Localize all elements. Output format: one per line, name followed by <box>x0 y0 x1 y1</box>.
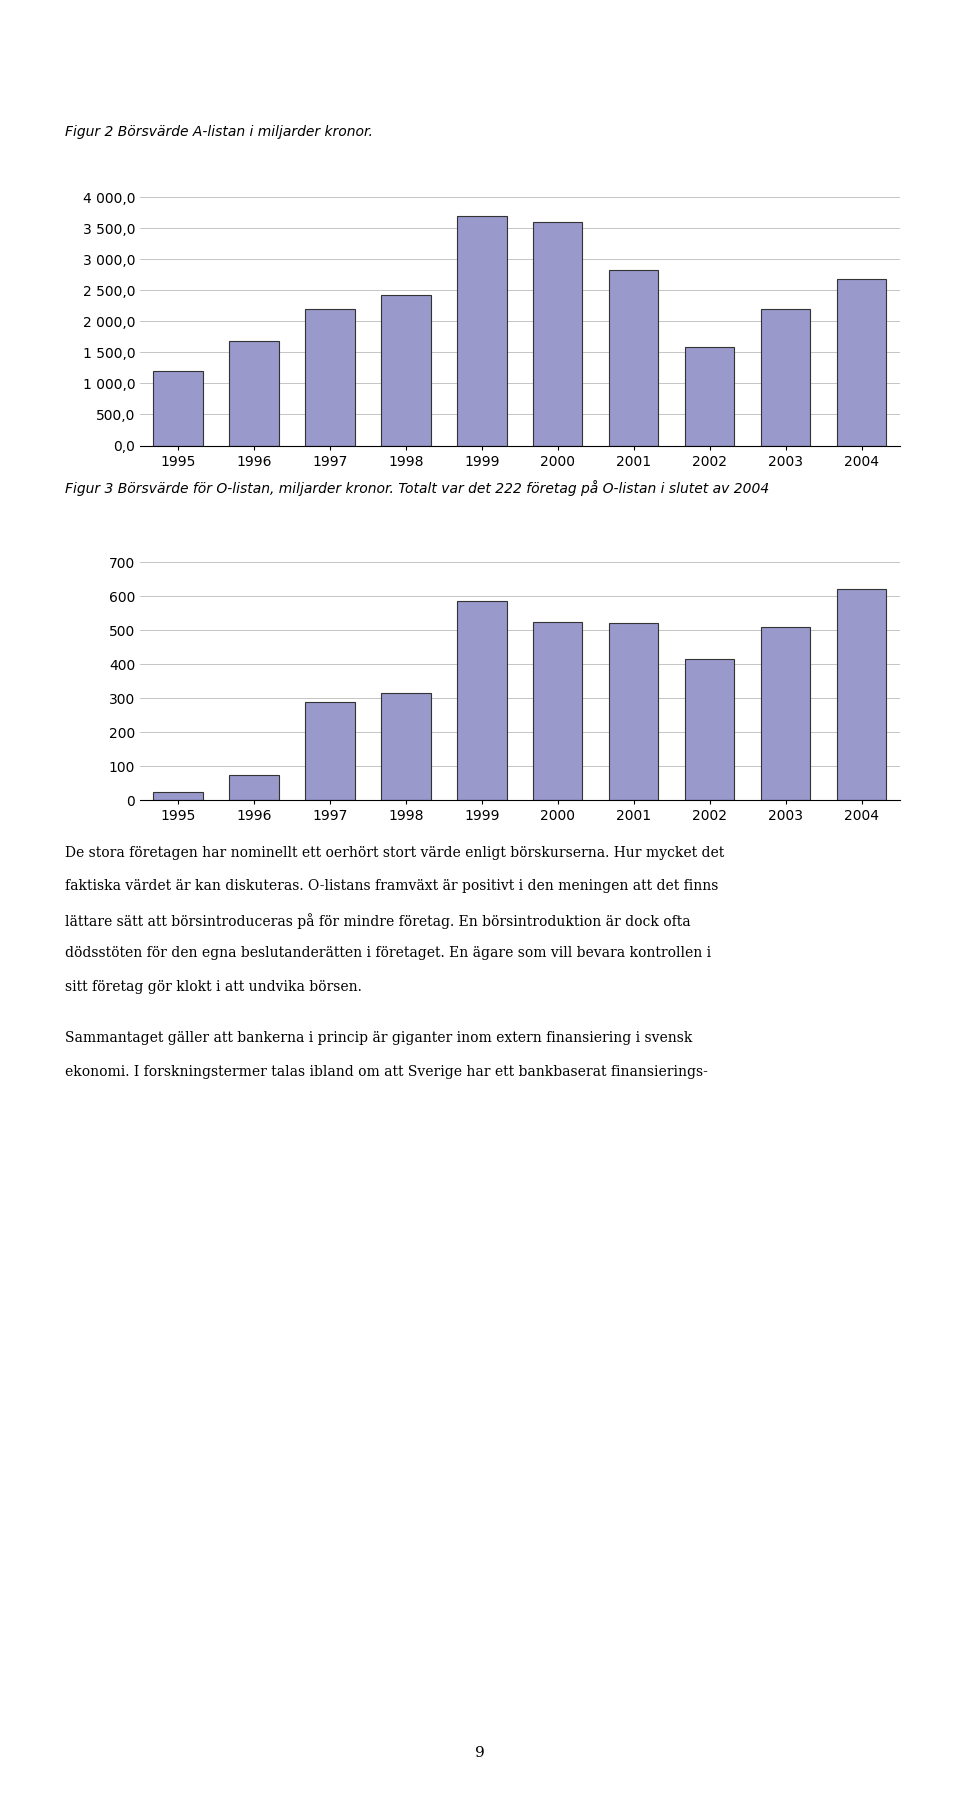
Text: Sammantaget gäller att bankerna i princip är giganter inom extern finansiering i: Sammantaget gäller att bankerna i princi… <box>65 1030 693 1045</box>
Bar <box>533 621 583 800</box>
Bar <box>305 701 354 800</box>
Text: dödsstöten för den egna beslutanderätten i företaget. En ägare som vill bevara k: dödsstöten för den egna beslutanderätten… <box>65 945 711 960</box>
Bar <box>761 310 810 446</box>
Bar <box>457 601 507 800</box>
Bar <box>154 791 203 800</box>
Bar <box>609 623 659 800</box>
Bar <box>381 694 431 800</box>
Bar <box>229 340 278 446</box>
Text: ekonomi. I forskningstermer talas ibland om att Sverige har ett bankbaserat fina: ekonomi. I forskningstermer talas ibland… <box>65 1065 708 1079</box>
Bar <box>685 659 734 800</box>
Bar <box>609 270 659 446</box>
Bar <box>229 775 278 800</box>
Text: Figur 2 Börsvärde A-listan i miljarder kronor.: Figur 2 Börsvärde A-listan i miljarder k… <box>65 125 373 139</box>
Bar <box>837 279 886 446</box>
Text: faktiska värdet är kan diskuteras. O-listans framväxt är positivt i den meningen: faktiska värdet är kan diskuteras. O-lis… <box>65 878 719 893</box>
Text: De stora företagen har nominellt ett oerhört stort värde enligt börskurserna. Hu: De stora företagen har nominellt ett oer… <box>65 846 725 860</box>
Text: lättare sätt att börsintroduceras på för mindre företag. En börsintroduktion är : lättare sätt att börsintroduceras på för… <box>65 913 691 929</box>
Text: 9: 9 <box>475 1746 485 1760</box>
Bar <box>154 371 203 446</box>
Bar <box>533 223 583 446</box>
Bar <box>837 589 886 800</box>
Bar <box>381 295 431 446</box>
Bar <box>685 346 734 446</box>
Text: sitt företag gör klokt i att undvika börsen.: sitt företag gör klokt i att undvika bör… <box>65 980 362 994</box>
Bar <box>457 216 507 446</box>
Bar <box>761 627 810 800</box>
Text: Figur 3 Börsvärde för O-listan, miljarder kronor. Totalt var det 222 företag på : Figur 3 Börsvärde för O-listan, miljarde… <box>65 480 770 496</box>
Bar <box>305 310 354 446</box>
